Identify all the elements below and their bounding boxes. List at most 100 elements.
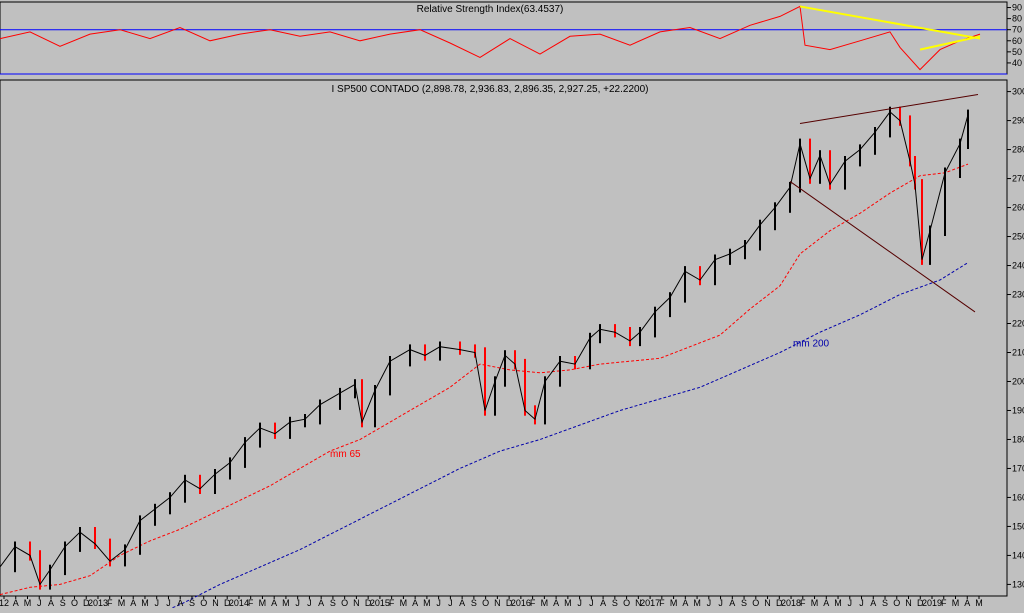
x-tick-label: O: [893, 598, 900, 608]
x-tick-label: A: [271, 598, 277, 608]
x-tick-label: N: [764, 598, 771, 608]
x-tick-label: 2016: [511, 598, 531, 608]
price-y-tick-label: 1300: [1012, 579, 1024, 589]
x-tick-label: A: [412, 598, 418, 608]
price-title: I SP500 CONTADO (2,898.78, 2,936.83, 2,8…: [332, 84, 649, 95]
price-y-tick-label: 2300: [1012, 290, 1024, 300]
rsi-trendline: [919, 35, 981, 51]
x-tick-label: J: [859, 598, 864, 608]
rsi-line: [0, 5, 981, 71]
x-tick-label: J: [718, 598, 723, 608]
rsi-y-tick-label: 50: [1012, 47, 1022, 57]
x-tick-label: A: [729, 598, 735, 608]
x-tick-label: 2015: [370, 598, 390, 608]
x-tick-label: S: [741, 598, 747, 608]
x-tick-label: A: [48, 598, 54, 608]
price-trendline: [799, 94, 979, 124]
rsi-title: Relative Strength Index(63.4537): [417, 4, 564, 15]
x-tick-label: 12: [0, 598, 9, 608]
x-tick-label: O: [200, 598, 207, 608]
x-tick-label: O: [752, 598, 759, 608]
x-tick-label: A: [553, 598, 559, 608]
x-tick-label: S: [471, 598, 477, 608]
x-tick-label: D: [365, 598, 372, 608]
price-y-tick-label: 1400: [1012, 550, 1024, 560]
x-tick-label: M: [400, 598, 408, 608]
x-tick-label: A: [318, 598, 324, 608]
x-tick-label: 2014: [229, 598, 249, 608]
x-tick-label: M: [259, 598, 267, 608]
x-tick-label: A: [459, 598, 465, 608]
x-tick-label: D: [917, 598, 924, 608]
x-tick-label: S: [612, 598, 618, 608]
x-tick-label: N: [905, 598, 912, 608]
x-tick-label: M: [423, 598, 431, 608]
price-panel: I SP500 CONTADO (2,898.78, 2,936.83, 2,8…: [0, 79, 1024, 613]
price-line: [0, 111, 969, 586]
x-tick-label: F: [389, 598, 395, 608]
mm200-line: [157, 262, 969, 613]
price-y-tick-label: 2600: [1012, 203, 1024, 213]
x-tick-label: O: [482, 598, 489, 608]
x-tick-label: M: [118, 598, 126, 608]
x-tick-label: A: [177, 598, 183, 608]
x-tick-label: M: [952, 598, 960, 608]
price-trendline: [789, 181, 976, 313]
x-tick-label: N: [494, 598, 501, 608]
x-tick-label: J: [436, 598, 441, 608]
x-tick-label: F: [530, 598, 536, 608]
price-frame: [0, 79, 1008, 597]
x-tick-label: 2019: [922, 598, 942, 608]
x-tick-label: S: [60, 598, 66, 608]
x-tick-label: A: [600, 598, 606, 608]
x-tick-label: A: [682, 598, 688, 608]
x-tick-label: M: [975, 598, 983, 608]
x-tick-label: 2013: [88, 598, 108, 608]
x-tick-label: F: [107, 598, 113, 608]
rsi-y-tick-label: 40: [1012, 58, 1022, 68]
ma-annotation: mm 65: [330, 449, 361, 460]
x-tick-label: S: [189, 598, 195, 608]
x-tick-label: A: [870, 598, 876, 608]
x-tick-label: F: [800, 598, 806, 608]
rsi-y-tick-label: 60: [1012, 36, 1022, 46]
x-tick-label: S: [330, 598, 336, 608]
x-tick-label: A: [13, 598, 19, 608]
x-tick-label: J: [448, 598, 453, 608]
price-y-tick-label: 2400: [1012, 261, 1024, 271]
x-tick-label: S: [882, 598, 888, 608]
x-tick-label: 2018: [781, 598, 801, 608]
x-tick-label: J: [166, 598, 171, 608]
x-tick-label: J: [295, 598, 300, 608]
x-tick-label: D: [776, 598, 783, 608]
x-tick-label: M: [24, 598, 32, 608]
x-tick-label: N: [212, 598, 219, 608]
price-y-tick-label: 1600: [1012, 492, 1024, 502]
x-tick-label: J: [848, 598, 853, 608]
x-tick-label: A: [823, 598, 829, 608]
x-tick-label: M: [541, 598, 549, 608]
x-tick-label: J: [307, 598, 312, 608]
price-y-tick-label: 1700: [1012, 463, 1024, 473]
x-tick-label: F: [941, 598, 947, 608]
price-y-tick-label: 2200: [1012, 319, 1024, 329]
price-y-tick-label: 1500: [1012, 521, 1024, 531]
ma-annotation: mm 200: [793, 339, 830, 350]
x-tick-label: J: [37, 598, 42, 608]
x-tick-label: J: [577, 598, 582, 608]
x-tick-label: A: [964, 598, 970, 608]
x-tick-label: O: [623, 598, 630, 608]
x-tick-label: M: [670, 598, 678, 608]
price-y-tick-label: 2700: [1012, 174, 1024, 184]
price-y-tick-label: 2100: [1012, 347, 1024, 357]
x-tick-label: F: [659, 598, 665, 608]
price-y-tick-label: 1800: [1012, 434, 1024, 444]
rsi-y-tick-label: 70: [1012, 25, 1022, 35]
rsi-y-tick-label: 80: [1012, 14, 1022, 24]
x-tick-label: J: [589, 598, 594, 608]
x-tick-label: M: [141, 598, 149, 608]
rsi-panel: Relative Strength Index(63.4537) 9080706…: [0, 1, 1022, 75]
price-y-tick-label: 2900: [1012, 116, 1024, 126]
